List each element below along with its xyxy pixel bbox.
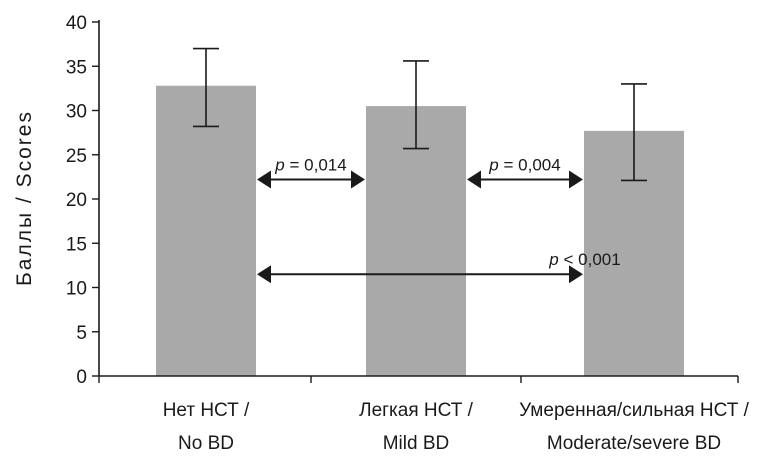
comparison-arrow-3: p < 0,001 — [257, 250, 621, 284]
comparison-arrow-2: p = 0,004 — [467, 156, 583, 189]
comparison-label-3: p < 0,001 — [548, 250, 620, 269]
comparison-label-2: p = 0,004 — [488, 156, 560, 175]
y-tick-label-30: 30 — [66, 102, 87, 123]
bars-group — [156, 85, 684, 376]
y-tick-label-20: 20 — [66, 190, 87, 211]
x-category-label-2: Легкая НСТ / Mild BD — [359, 400, 474, 454]
comparison-arrow-1: p = 0,014 — [257, 156, 365, 189]
x-category-label-3: Умеренная/сильная НСТ / Moderate/severe B… — [519, 400, 750, 454]
y-tick-label-35: 35 — [66, 57, 87, 78]
comparison-label-1: p = 0,014 — [274, 156, 346, 175]
error-bars-group — [193, 47, 647, 182]
error-bar-3 — [621, 83, 647, 182]
bar-2 — [366, 106, 466, 376]
y-tick-label-25: 25 — [66, 146, 87, 167]
error-bar-1 — [193, 47, 219, 128]
y-tick-label-0: 0 — [76, 367, 87, 388]
y-tick-label-40: 40 — [66, 13, 87, 34]
y-tick-label-5: 5 — [76, 323, 87, 344]
x-category-label-1: Нет НСТ / No BD — [163, 400, 250, 454]
y-axis-label: Баллы / Scores — [13, 110, 36, 286]
comparisons-group: p = 0,014 p = 0,004 p < 0,001 — [257, 156, 621, 284]
error-bar-2 — [403, 60, 429, 150]
axes-group: 0 5 10 15 20 25 30 35 40 Нет НСТ / No BD Легкая НСТ… — [66, 13, 750, 454]
y-tick-label-15: 15 — [66, 234, 87, 255]
y-tick-label-10: 10 — [66, 279, 87, 300]
bar-1 — [156, 85, 256, 376]
